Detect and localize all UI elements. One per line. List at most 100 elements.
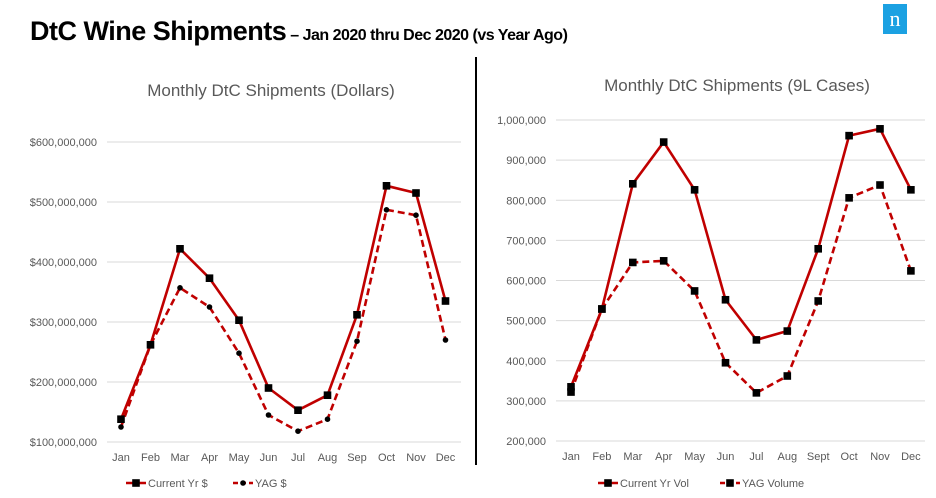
x-tick-label: Aug: [778, 451, 798, 463]
y-tick-label: 800,000: [506, 195, 546, 207]
y-tick-label: $200,000,000: [30, 377, 97, 389]
data-point: [323, 391, 332, 399]
chart-2: Monthly DtC Shipments (9L Cases) 200,000 3…: [497, 76, 925, 490]
y-tick-label: $100,000,000: [30, 437, 97, 449]
y-tick-label: 400,000: [506, 356, 546, 368]
legend-label: Current Yr Vol: [620, 478, 689, 490]
data-point: [383, 207, 390, 213]
data-point: [598, 305, 606, 313]
data-point: [814, 245, 822, 253]
x-tick-label: Jul: [749, 451, 763, 463]
data-point: [690, 287, 699, 295]
y-tick-label: 500,000: [506, 316, 546, 328]
data-point: [629, 258, 637, 267]
data-point: [177, 285, 183, 291]
data-point: [876, 125, 884, 133]
data-point: [783, 327, 792, 335]
y-tick-label: 300,000: [506, 396, 546, 408]
x-tick-label: May: [229, 452, 250, 464]
x-tick-label: Feb: [141, 452, 160, 464]
legend-marker: [604, 479, 612, 487]
data-point: [236, 350, 242, 357]
data-point: [752, 336, 761, 344]
data-point: [629, 179, 637, 188]
data-point: [907, 267, 915, 275]
y-tick-label: $400,000,000: [30, 257, 97, 269]
data-point: [690, 186, 699, 194]
x-tick-label: Jun: [260, 452, 278, 464]
data-point: [721, 295, 730, 304]
divider-line: [475, 57, 477, 465]
data-point: [264, 384, 273, 392]
data-point: [413, 212, 419, 218]
y-tick-label: 1,000,000: [497, 115, 546, 127]
data-point: [265, 412, 272, 418]
data-point: [206, 304, 213, 310]
data-point: [814, 297, 822, 305]
legend-marker: [132, 479, 140, 487]
legend-label: YAG Volume: [742, 478, 804, 490]
y-tick-label: $500,000,000: [30, 197, 97, 209]
data-point: [907, 186, 915, 194]
chart-title: Monthly DtC Shipments (Dollars): [147, 81, 395, 100]
nielsen-logo: n: [883, 4, 907, 34]
legend-marker: [726, 479, 734, 487]
y-tick-label: $300,000,000: [30, 317, 97, 329]
x-tick-label: Dec: [901, 451, 921, 463]
x-tick-label: Apr: [655, 451, 672, 463]
x-tick-label: May: [684, 451, 705, 463]
title-main: DtC Wine Shipments: [30, 16, 287, 46]
x-tick-label: Aug: [318, 452, 338, 464]
x-tick-label: Oct: [841, 451, 858, 463]
x-tick-label: Jan: [562, 451, 580, 463]
x-tick-label: Mar: [623, 451, 642, 463]
x-tick-label: Nov: [870, 451, 890, 463]
data-point: [117, 415, 125, 423]
data-point: [721, 358, 730, 367]
data-point: [324, 416, 331, 423]
y-tick-label: 900,000: [506, 155, 546, 167]
legend-label: YAG $: [255, 478, 287, 490]
data-point: [567, 383, 575, 391]
x-tick-label: Jul: [291, 452, 305, 464]
series-line-yag-volume: [569, 183, 913, 395]
data-point: [659, 257, 668, 265]
y-tick-label: 700,000: [506, 235, 546, 247]
data-point: [294, 406, 302, 414]
data-point: [567, 388, 575, 396]
x-tick-label: Dec: [436, 452, 456, 464]
data-point: [441, 297, 450, 305]
data-point: [235, 316, 243, 324]
x-tick-label: Nov: [406, 452, 426, 464]
data-point: [845, 194, 853, 202]
data-point: [295, 428, 301, 435]
data-point: [382, 182, 391, 190]
chart-title: Monthly DtC Shipments (9L Cases): [604, 76, 870, 95]
x-tick-label: Apr: [201, 452, 218, 464]
y-tick-label: 200,000: [506, 436, 546, 448]
y-tick-label: $600,000,000: [30, 137, 97, 149]
legend-marker: [240, 480, 246, 486]
data-point: [783, 372, 792, 380]
data-point: [146, 341, 155, 349]
x-tick-label: Sep: [347, 452, 367, 464]
data-point: [412, 189, 420, 197]
x-tick-label: Jun: [717, 451, 735, 463]
x-tick-label: Feb: [592, 451, 611, 463]
series-line-current-yr-vol: [569, 127, 913, 388]
slide-title: DtC Wine Shipments – Jan 2020 thru Dec 2…: [30, 16, 568, 47]
legend-label: Current Yr $: [148, 478, 208, 490]
data-point: [845, 131, 853, 140]
x-tick-label: Mar: [171, 452, 190, 464]
y-tick-label: 600,000: [506, 276, 546, 288]
chart-1: Monthly DtC Shipments (Dollars) $100,000,…: [30, 81, 461, 490]
data-point: [752, 389, 761, 397]
series-line-current-yr-: [119, 184, 447, 420]
data-point: [442, 337, 449, 343]
data-point: [118, 424, 124, 430]
data-point: [354, 338, 360, 345]
series-line-yag-: [119, 208, 447, 433]
data-point: [353, 311, 361, 319]
